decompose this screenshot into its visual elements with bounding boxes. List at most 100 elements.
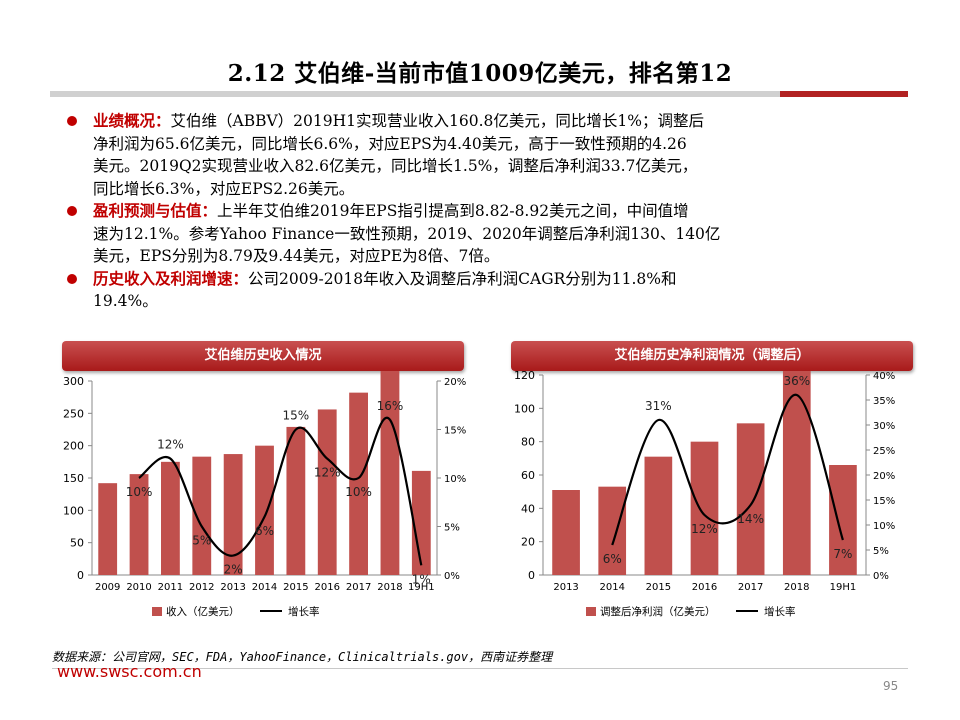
growth-data-label: 31% — [645, 399, 672, 413]
right-tick-label: 20% — [444, 377, 466, 388]
left-tick-label: 20 — [521, 536, 535, 549]
bullet-performance: 业绩概况：艾伯维（ABBV）2019H1实现营业收入160.8亿美元，同比增长1… — [65, 110, 895, 200]
right-tick-label: 0% — [444, 571, 460, 582]
x-tick-label: 2014 — [252, 582, 277, 593]
left-tick-label: 50 — [70, 537, 84, 550]
right-tick-label: 15% — [444, 426, 466, 437]
bar — [349, 392, 368, 575]
bar — [192, 456, 212, 575]
right-tick-label: 20% — [873, 471, 895, 482]
bar — [598, 486, 627, 575]
bullet-heading: 历史收入及利润增速： — [93, 268, 249, 288]
growth-data-label: 6% — [255, 524, 274, 538]
data-source-note: 数据来源：公司官网，SEC，FDA，YahooFinance，Clinicalt… — [52, 650, 553, 664]
growth-data-label: 16% — [377, 399, 404, 413]
profit-chart: 0 20 40 60 80 100 120 0% 5% 10% 15% 20% 25% 30% 35% 40%… — [514, 371, 895, 618]
x-tick-label: 2015 — [646, 582, 671, 593]
x-tick-label: 2017 — [738, 582, 763, 593]
bar — [736, 423, 765, 575]
x-tick-label: 2017 — [346, 582, 371, 593]
bar — [690, 441, 719, 575]
bullet-history: 历史收入及利润增速：公司2009-2018年收入及调整后净利润CAGR分别为11… — [65, 268, 895, 313]
bullet-forecast: 盈利预测与估值：上半年艾伯维2019年EPS指引提高到8.82-8.92美元之间… — [65, 200, 895, 268]
growth-data-label: 15% — [283, 409, 310, 423]
profit-chart-title: 艾伯维历史净利润情况（调整后） — [511, 341, 913, 371]
bullet-dot-icon — [67, 116, 77, 126]
growth-data-label: 36% — [783, 374, 810, 388]
left-tick-label: 150 — [63, 472, 84, 485]
x-tick-label: 2013 — [553, 582, 578, 593]
slide-title: 2.12 艾伯维-当前市值1009亿美元，排名第12 — [227, 60, 733, 87]
bar — [223, 454, 243, 575]
x-tick-label: 2014 — [599, 582, 624, 593]
right-tick-label: 35% — [873, 396, 895, 407]
right-tick-label: 10% — [444, 474, 466, 485]
growth-data-label: 12% — [691, 522, 718, 536]
bar — [161, 461, 180, 575]
growth-data-label: 2% — [224, 563, 243, 577]
x-tick-label: 2018 — [784, 582, 809, 593]
left-tick-label: 40 — [521, 502, 535, 515]
bar — [782, 371, 811, 575]
left-tick-label: 80 — [521, 436, 535, 449]
legend-line-label: 增长率 — [288, 605, 320, 618]
bullet-text: 净利润为65.6亿美元，同比增长6.6%，对应EPS为4.40美元，高于一致性预… — [93, 134, 687, 153]
growth-data-label: 10% — [126, 485, 153, 499]
bullet-list: 业绩概况：艾伯维（ABBV）2019H1实现营业收入160.8亿美元，同比增长1… — [65, 110, 895, 313]
x-tick-label: 2011 — [158, 582, 183, 593]
right-tick-label: 15% — [873, 496, 895, 507]
bar — [552, 490, 580, 575]
left-tick-label: 60 — [521, 469, 535, 482]
page-number: 95 — [883, 679, 899, 693]
growth-line — [138, 416, 423, 566]
bullet-text: 上半年艾伯维2019年EPS指引提高到8.82-8.92美元之间，中间值增 — [217, 202, 689, 220]
right-tick-label: 5% — [444, 523, 460, 534]
bullet-text: 艾伯维（ABBV）2019H1实现营业收入160.8亿美元，同比增长1%；调整后 — [170, 112, 704, 130]
bar — [286, 426, 306, 575]
x-tick-label: 2010 — [126, 582, 151, 593]
legend-bar-swatch — [152, 607, 162, 616]
bullet-text: 同比增长6.3%，对应EPS2.26美元。 — [93, 179, 355, 198]
right-tick-label: 5% — [873, 546, 889, 557]
bullet-text: 公司2009-2018年收入及调整后净利润CAGR分别为11.8%和 — [248, 269, 677, 288]
bar — [644, 456, 673, 575]
bar — [129, 474, 149, 575]
x-tick-label: 2015 — [283, 582, 308, 593]
revenue-chart: 0 50 100 150 200 250 300 0% 5% 10% 15% 20% 2009 2010 2… — [63, 371, 466, 618]
left-tick-label: 100 — [514, 402, 535, 415]
bullet-heading: 业绩概况： — [93, 111, 171, 130]
right-tick-label: 10% — [873, 521, 895, 532]
bar — [829, 465, 857, 575]
bullet-text: 美元，EPS分别为8.79及9.44美元，对应PE为8倍、7倍。 — [93, 247, 500, 265]
growth-data-label: 1% — [412, 572, 431, 586]
bullet-dot-icon — [67, 273, 77, 284]
x-tick-label: 19H1 — [408, 582, 435, 593]
bar — [255, 445, 274, 575]
legend-bar-swatch — [586, 607, 596, 616]
x-tick-label: 2016 — [692, 582, 717, 593]
left-tick-label: 0 — [528, 569, 535, 582]
left-tick-label: 200 — [63, 440, 84, 453]
growth-line — [611, 393, 844, 546]
growth-data-label: 6% — [603, 552, 622, 566]
growth-data-label: 14% — [737, 512, 764, 526]
x-tick-label: 2009 — [95, 582, 120, 593]
growth-data-label: 12% — [157, 438, 184, 452]
legend-line-label: 增长率 — [764, 605, 796, 618]
website-link[interactable]: www.swsc.com.cn — [57, 662, 202, 681]
left-tick-label: 100 — [63, 504, 84, 517]
x-tick-label: 2016 — [315, 582, 340, 593]
right-tick-label: 25% — [873, 446, 895, 457]
revenue-chart-title: 艾伯维历史收入情况 — [62, 341, 464, 371]
left-tick-label: 250 — [63, 407, 84, 420]
x-tick-label: 2018 — [377, 582, 402, 593]
growth-data-label: 5% — [192, 534, 211, 548]
left-tick-label: 120 — [514, 371, 535, 382]
x-tick-label: 2012 — [189, 582, 214, 593]
bar — [317, 409, 337, 575]
growth-data-label: 10% — [345, 485, 372, 499]
bullet-text: 美元。2019Q2实现营业收入82.6亿美元，同比增长1.5%，调整后净利润33… — [93, 157, 698, 175]
right-tick-label: 40% — [873, 371, 895, 382]
bar — [98, 483, 118, 575]
bullet-text: 速为12.1%。参考Yahoo Finance一致性预期，2019、2020年调… — [93, 224, 721, 243]
